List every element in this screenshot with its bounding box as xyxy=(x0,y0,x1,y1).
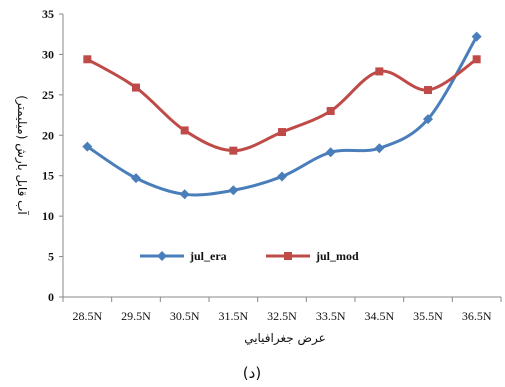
x-tick-label: 35.5N xyxy=(413,309,443,323)
y-tick-label: 35 xyxy=(42,7,54,21)
series-line-jul_era xyxy=(86,35,478,197)
legend: jul_era jul_mod xyxy=(140,249,359,263)
figure-caption: (د) xyxy=(243,364,261,382)
y-tick-label: 10 xyxy=(42,209,54,223)
data-point-jul_era xyxy=(471,31,482,42)
legend-marker-jul_era xyxy=(157,251,167,261)
data-point-jul_era xyxy=(131,173,141,184)
data-point-jul_mod xyxy=(424,86,432,95)
data-point-jul_era xyxy=(374,143,385,154)
series-lines xyxy=(86,35,478,197)
plot-area: 0 5 10 15 20 25 30 35 28.5N 29.5N 30.5N 31.5N 32.5N… xyxy=(42,7,502,323)
data-point-jul_era xyxy=(228,185,239,196)
x-tick-label: 29.5N xyxy=(121,309,151,323)
data-point-jul_mod xyxy=(180,126,189,135)
data-point-jul_era xyxy=(277,171,287,182)
data-point-jul_mod xyxy=(229,146,238,155)
x-tick-label: 36.5N xyxy=(462,309,492,323)
data-point-jul_mod xyxy=(132,83,140,92)
legend-marker-jul_mod xyxy=(284,252,292,260)
x-tick-label: 28.5N xyxy=(72,309,102,323)
data-point-jul_mod xyxy=(278,128,286,137)
x-tick-labels: 28.5N 29.5N 30.5N 31.5N 32.5N 33.5N 34.5N 35.5N… xyxy=(62,297,502,323)
y-tick-label: 0 xyxy=(48,290,54,304)
x-tick-label: 30.5N xyxy=(170,309,200,323)
x-axis-title: عرض جغرافيايي xyxy=(244,331,326,346)
y-tick-label: 25 xyxy=(42,88,54,102)
series-markers xyxy=(82,31,482,200)
data-point-jul_mod xyxy=(472,55,481,64)
x-tick-label: 33.5N xyxy=(316,309,346,323)
y-tick-label: 15 xyxy=(42,169,54,183)
y-tick-label: 30 xyxy=(42,47,54,61)
data-point-jul_mod xyxy=(326,107,335,116)
y-tick-label: 20 xyxy=(42,128,54,142)
x-tick-label: 31.5N xyxy=(218,309,248,323)
data-point-jul_mod xyxy=(83,55,92,64)
data-point-jul_era xyxy=(179,189,190,200)
y-tick-label: 5 xyxy=(48,250,54,264)
y-axis-title: آب قابل بارش (ميليمتر) xyxy=(14,95,30,215)
data-point-jul_era xyxy=(423,114,433,125)
series-line-jul_mod xyxy=(86,57,478,153)
x-tick-label: 34.5N xyxy=(364,309,394,323)
data-point-jul_era xyxy=(82,141,93,152)
legend-label-jul_mod: jul_mod xyxy=(315,249,359,263)
data-point-jul_era xyxy=(325,147,336,158)
x-tick-label: 32.5N xyxy=(267,309,297,323)
legend-label-jul_era: jul_era xyxy=(189,249,227,263)
y-tick-labels: 0 5 10 15 20 25 30 35 xyxy=(42,7,63,304)
data-point-jul_mod xyxy=(375,67,384,76)
